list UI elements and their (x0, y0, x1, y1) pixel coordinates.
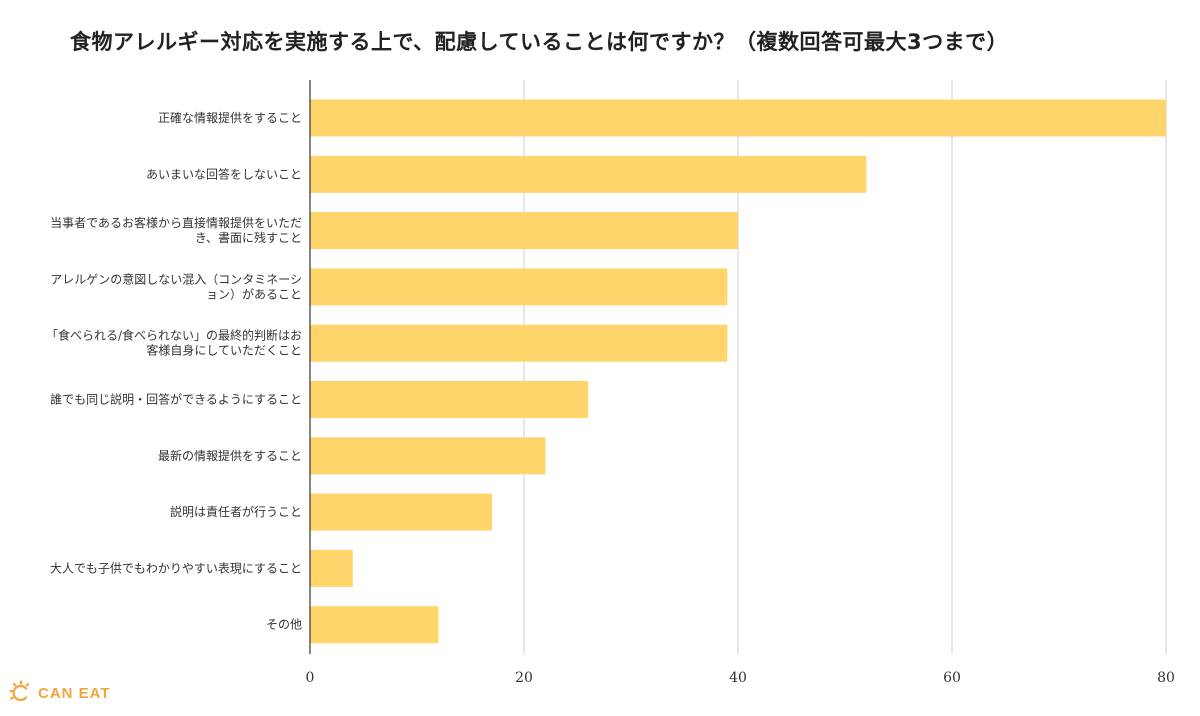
chart-title: 食物アレルギー対応を実施する上で、配慮していることは何ですか？（複数回答可最大3… (70, 30, 1009, 54)
category-label: 誰でも同じ説明・回答ができるようにすること (50, 392, 302, 407)
can-eat-logo: CAN EAT (8, 680, 111, 706)
category-label: 最新の情報提供をすること (158, 448, 302, 463)
x-tick-label: 0 (306, 670, 315, 686)
bar (310, 437, 546, 475)
x-tick-label: 40 (729, 670, 747, 686)
logo-text: CAN EAT (38, 684, 111, 702)
bar (310, 549, 353, 587)
bar (310, 212, 738, 250)
x-tick-label: 80 (1157, 670, 1175, 686)
bar (310, 324, 728, 362)
bar (310, 268, 728, 306)
category-label: アレルゲンの意図しない混入（コンタミネーション）があること (50, 271, 302, 301)
bar (310, 155, 867, 193)
category-label: 当事者であるお客様から直接情報提供をいただき、書面に残すこと (50, 215, 302, 245)
category-label: 大人でも子供でもわかりやすい表現にすること (50, 561, 302, 575)
category-label: 「食べられる/食べられない」の最終的判断はお客様自身にしていただくこと (46, 328, 302, 358)
category-label: あいまいな回答をしないこと (146, 166, 302, 181)
x-tick-label: 60 (943, 670, 961, 686)
category-label: その他 (266, 618, 302, 632)
x-axis-ticks: 0 20 40 60 80 (306, 670, 1175, 686)
bars-layer (310, 99, 1166, 644)
bar (310, 493, 492, 531)
bar (310, 99, 1166, 137)
category-label: 正確な情報提供をすること (158, 110, 302, 125)
bar (310, 606, 439, 644)
bar (310, 381, 589, 418)
x-tick-label: 20 (515, 670, 533, 686)
can-eat-logo-icon (9, 680, 30, 702)
category-labels: 正確な情報提供をすることあいまいな回答をしないこと当事者であるお客様から直接情報… (46, 110, 302, 632)
category-label: 説明は責任者が行うこと (170, 504, 302, 519)
